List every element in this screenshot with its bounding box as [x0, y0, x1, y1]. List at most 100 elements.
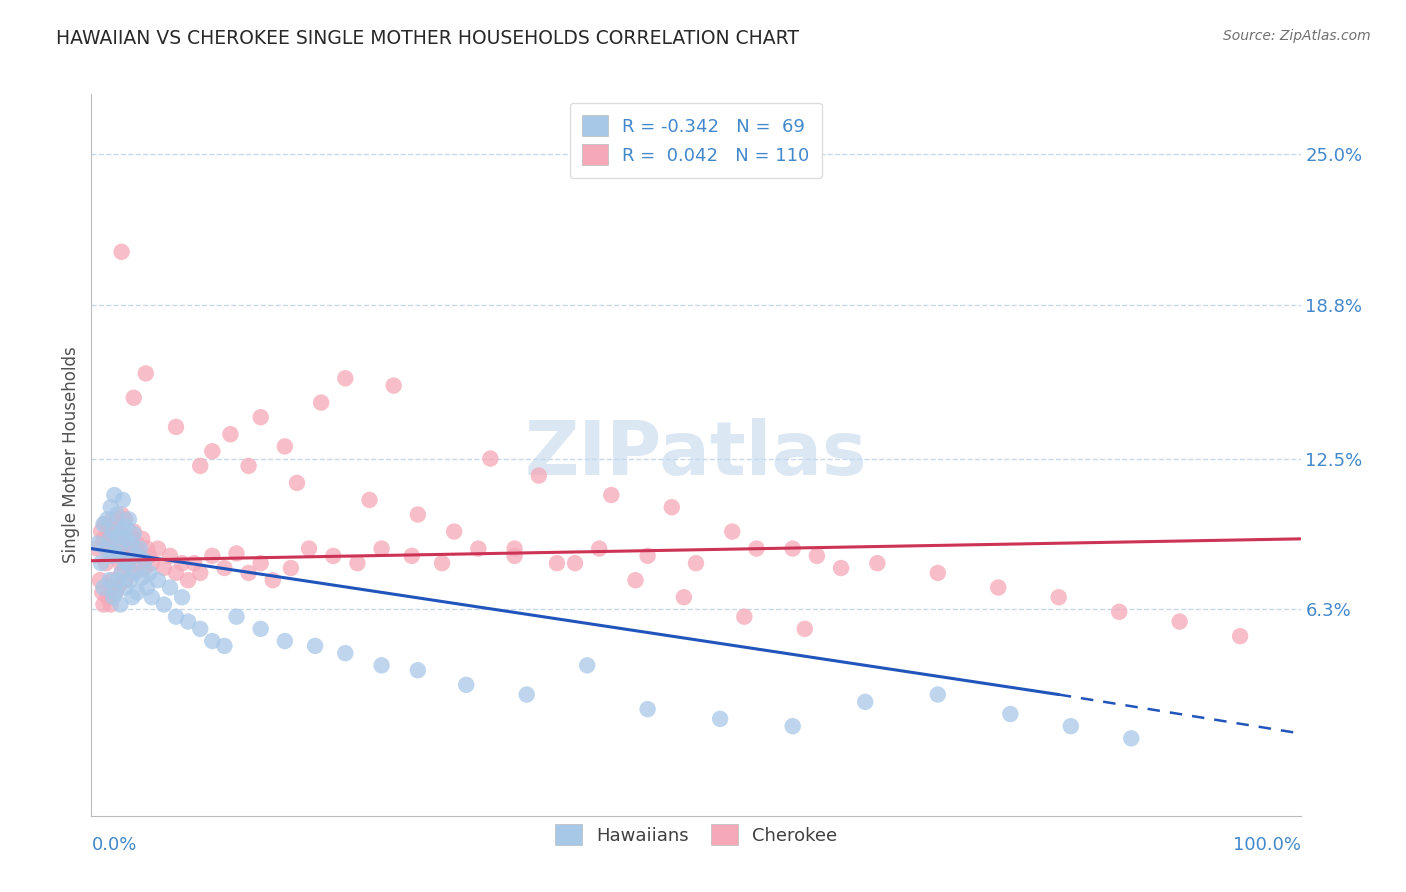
Point	[172, 591, 194, 605]
Point	[479, 451, 502, 466]
Point	[370, 541, 392, 556]
Point	[1060, 719, 1083, 733]
Point	[111, 508, 132, 522]
Point	[120, 532, 142, 546]
Point	[280, 561, 302, 575]
Point	[127, 585, 149, 599]
Point	[118, 512, 141, 526]
Point	[359, 492, 381, 507]
Point	[104, 546, 127, 560]
Point	[122, 527, 145, 541]
Point	[172, 556, 194, 570]
Legend: Hawaiians, Cherokee: Hawaiians, Cherokee	[546, 815, 846, 855]
Point	[90, 556, 112, 570]
Point	[100, 529, 122, 543]
Point	[120, 573, 142, 587]
Point	[564, 556, 586, 570]
Point	[107, 581, 129, 595]
Point	[128, 549, 150, 563]
Point	[134, 554, 156, 568]
Point	[91, 585, 114, 599]
Point	[177, 573, 200, 587]
Point	[225, 609, 247, 624]
Point	[127, 537, 149, 551]
Point	[382, 378, 405, 392]
Point	[238, 458, 260, 473]
Point	[249, 556, 271, 570]
Point	[101, 591, 124, 605]
Point	[745, 541, 768, 556]
Point	[1047, 591, 1070, 605]
Point	[114, 573, 136, 587]
Point	[672, 591, 695, 605]
Point	[793, 622, 815, 636]
Point	[546, 556, 568, 570]
Point	[806, 549, 828, 563]
Point	[661, 500, 683, 515]
Point	[1229, 629, 1251, 643]
Point	[100, 598, 122, 612]
Point	[238, 566, 260, 580]
Point	[111, 492, 134, 507]
Point	[93, 581, 115, 595]
Point	[456, 678, 478, 692]
Point	[121, 591, 143, 605]
Point	[110, 598, 132, 612]
Point	[1108, 605, 1130, 619]
Point	[188, 458, 211, 473]
Point	[124, 541, 146, 556]
Point	[111, 244, 132, 259]
Point	[733, 609, 755, 624]
Point	[146, 573, 169, 587]
Point	[104, 549, 127, 563]
Point	[117, 556, 139, 570]
Point	[782, 541, 804, 556]
Point	[111, 566, 132, 580]
Point	[503, 549, 526, 563]
Point	[138, 566, 160, 580]
Text: Source: ZipAtlas.com: Source: ZipAtlas.com	[1223, 29, 1371, 44]
Point	[430, 556, 453, 570]
Point	[201, 444, 224, 458]
Point	[262, 573, 284, 587]
Point	[165, 420, 187, 434]
Point	[120, 541, 142, 556]
Point	[103, 524, 125, 539]
Point	[576, 658, 599, 673]
Point	[135, 367, 157, 381]
Point	[225, 546, 247, 560]
Point	[516, 688, 538, 702]
Point	[249, 622, 271, 636]
Point	[274, 634, 297, 648]
Point	[600, 488, 623, 502]
Point	[685, 556, 707, 570]
Point	[115, 532, 138, 546]
Point	[165, 609, 187, 624]
Point	[637, 549, 659, 563]
Point	[927, 688, 949, 702]
Point	[866, 556, 889, 570]
Point	[624, 573, 647, 587]
Point	[709, 712, 731, 726]
Point	[588, 541, 610, 556]
Point	[131, 571, 153, 585]
Text: ZIPatlas: ZIPatlas	[524, 418, 868, 491]
Point	[89, 573, 111, 587]
Point	[98, 532, 121, 546]
Point	[122, 391, 145, 405]
Point	[114, 519, 136, 533]
Point	[1168, 615, 1191, 629]
Point	[96, 537, 118, 551]
Point	[110, 556, 132, 570]
Point	[94, 541, 117, 556]
Point	[105, 508, 128, 522]
Text: 0.0%: 0.0%	[91, 836, 136, 854]
Point	[98, 581, 121, 595]
Point	[86, 541, 108, 556]
Point	[274, 439, 297, 453]
Point	[121, 566, 143, 580]
Point	[721, 524, 744, 539]
Point	[111, 566, 132, 580]
Point	[201, 549, 224, 563]
Point	[214, 561, 236, 575]
